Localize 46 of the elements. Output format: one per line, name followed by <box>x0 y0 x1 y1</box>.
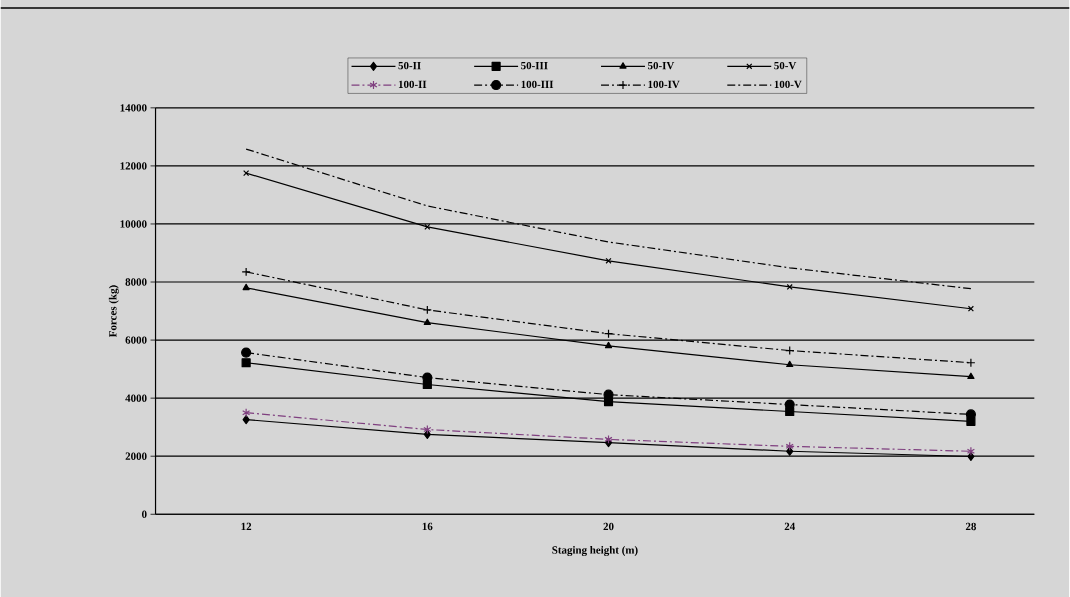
y-axis-title: Forces (kg) <box>108 285 119 337</box>
point <box>966 358 976 368</box>
y-tick-label: 0 <box>141 510 147 518</box>
point <box>241 347 252 358</box>
point <box>241 358 251 368</box>
point <box>786 446 794 456</box>
point <box>966 446 975 456</box>
point <box>967 372 975 379</box>
x-tick-label: 12 <box>241 522 252 530</box>
legend-label: 50-V <box>774 61 797 70</box>
legend-label: 50-II <box>398 61 421 70</box>
point <box>786 283 793 290</box>
legend-label: 100-V <box>774 80 802 89</box>
y-tick-label: 14000 <box>120 104 147 112</box>
point <box>604 434 613 444</box>
y-tick-label: 4000 <box>125 394 147 402</box>
legend-label: 100-II <box>398 80 427 88</box>
point <box>786 360 794 368</box>
point <box>967 305 974 312</box>
x-tick-label: 20 <box>603 522 614 531</box>
point <box>785 441 794 451</box>
legend-label: 50-III <box>521 61 548 70</box>
point <box>423 424 432 434</box>
point <box>242 408 251 418</box>
legend-label: 100-IV <box>648 80 680 89</box>
legend-label: 100-III <box>521 80 554 88</box>
x-tick-label: 28 <box>965 522 977 531</box>
y-tick-label: 12000 <box>120 162 147 170</box>
y-tick-label: 6000 <box>125 336 147 344</box>
point <box>242 414 250 425</box>
point <box>605 257 612 264</box>
y-tick-label: 10000 <box>120 220 147 228</box>
point <box>422 305 432 315</box>
point <box>242 283 250 291</box>
line-series <box>245 148 972 290</box>
point <box>423 318 431 325</box>
x-tick-label: 16 <box>422 522 433 531</box>
legend-label: 50-IV <box>647 61 675 70</box>
point <box>423 429 431 439</box>
point <box>241 267 251 277</box>
y-tick-label: 8000 <box>125 278 147 286</box>
x-axis-title: Staging height (m) <box>552 545 638 556</box>
x-tick-label: 24 <box>784 522 795 530</box>
point <box>604 341 613 349</box>
y-tick-label: 2000 <box>125 452 147 460</box>
point <box>424 223 431 230</box>
